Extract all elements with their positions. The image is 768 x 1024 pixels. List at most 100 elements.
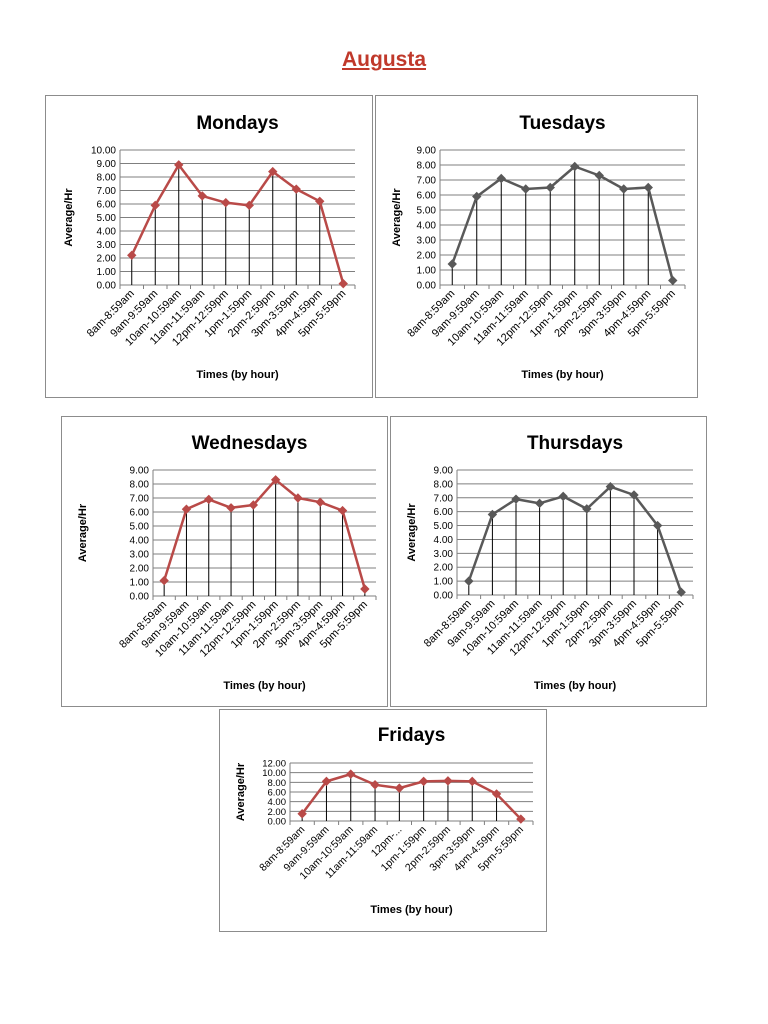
data-point [605, 481, 616, 492]
data-point [321, 776, 332, 787]
line-chart: Thursdays 0.00 1.00 2.00 3.00 4.00 5.00 6.00 7.0… [406, 433, 694, 692]
data-point [594, 170, 604, 181]
y-tick-label: 6.00 [268, 788, 287, 799]
y-tick-label: 1.00 [97, 267, 117, 278]
y-tick-label: 5.00 [417, 206, 437, 217]
data-point [511, 494, 521, 504]
x-axis-label: Times (by hour) [223, 680, 306, 692]
data-point [291, 184, 301, 194]
y-axis-label: Average/Hr [391, 188, 403, 247]
data-point [174, 160, 184, 170]
chart-title: Thursdays [527, 433, 623, 454]
chart-panel-mondays: Mondays 0.00 1.00 2.00 3.00 4.00 5.00 6.00 7.00 8… [45, 95, 373, 398]
y-tick-label: 4.00 [268, 797, 287, 808]
y-tick-label: 4.00 [417, 221, 437, 232]
data-point [676, 587, 686, 597]
data-point [181, 504, 192, 514]
data-point [293, 493, 303, 503]
y-tick-label: 8.00 [268, 778, 287, 789]
series-line [301, 772, 522, 820]
line-chart: Mondays 0.00 1.00 2.00 3.00 4.00 5.00 6.00 7.00 8… [63, 113, 356, 381]
y-tick-label: 8.00 [434, 479, 454, 490]
y-tick-label: 0.00 [130, 592, 150, 603]
y-tick-label: 10.00 [91, 146, 116, 157]
y-tick-label: 0.00 [417, 281, 437, 292]
y-tick-label: 6.00 [130, 508, 150, 519]
page-title: Augusta [342, 48, 426, 71]
y-tick-label: 6.00 [434, 507, 454, 518]
chart-title: Wednesdays [192, 433, 308, 454]
chart-title: Fridays [378, 725, 446, 746]
x-axis-label: Times (by hour) [370, 904, 453, 916]
data-point [570, 161, 580, 172]
y-tick-label: 4.00 [130, 536, 150, 547]
data-point [619, 184, 629, 194]
y-tick-label: 4.00 [434, 535, 454, 546]
data-point [467, 776, 477, 787]
series-line [130, 163, 345, 284]
y-tick-label: 0.00 [268, 817, 287, 828]
y-tick-label: 2.00 [130, 564, 150, 575]
y-axis-label: Average/Hr [77, 503, 89, 562]
line-chart: Fridays0.002.004.006.008.0010.0012.008am… [235, 725, 534, 916]
data-point [346, 769, 356, 779]
chart-title: Mondays [196, 113, 278, 134]
chart-panel-thursdays: Thursdays 0.00 1.00 2.00 3.00 4.00 5.00 6.00 7.0… [390, 416, 707, 707]
data-point [248, 500, 259, 510]
data-point [447, 259, 457, 269]
data-point [127, 250, 137, 261]
y-tick-label: 3.00 [97, 240, 117, 251]
series-line [451, 165, 674, 281]
data-point [226, 503, 236, 513]
y-tick-label: 9.00 [130, 466, 150, 477]
y-tick-label: 0.00 [434, 591, 454, 602]
chart-panel-fridays: Fridays 0.00 2.00 4.00 6.00 8.00 10.00 12.00 8am… [219, 709, 547, 932]
data-point [652, 520, 663, 531]
y-tick-label: 6.00 [97, 200, 117, 211]
y-tick-label: 9.00 [417, 146, 437, 157]
y-tick-label: 2.00 [268, 807, 287, 818]
data-point [516, 814, 526, 824]
data-point [443, 776, 453, 786]
data-point [150, 200, 160, 211]
data-point [315, 497, 325, 507]
data-point [221, 197, 231, 208]
y-tick-label: 3.00 [434, 549, 454, 560]
y-tick-label: 2.00 [417, 251, 437, 262]
y-tick-label: 8.00 [417, 161, 437, 172]
data-point [558, 491, 568, 502]
y-tick-label: 10.00 [262, 768, 286, 779]
data-point [521, 184, 531, 194]
data-point [464, 576, 474, 586]
y-tick-label: 2.00 [434, 563, 454, 574]
data-point [244, 200, 254, 211]
data-point [394, 783, 405, 793]
chart-panel-wednesdays: Wednesdays 0.00 1.00 2.00 3.00 4.00 5.00 6.00 7.… [61, 416, 388, 707]
data-point [582, 504, 592, 514]
data-point [643, 182, 653, 193]
x-axis-label: Times (by hour) [521, 369, 604, 381]
data-point [496, 173, 506, 184]
y-tick-label: 7.00 [97, 186, 117, 197]
y-axis-label: Average/Hr [235, 762, 247, 821]
x-axis-label: Times (by hour) [534, 680, 617, 692]
data-point [159, 575, 169, 586]
y-tick-label: 1.00 [417, 266, 437, 277]
y-tick-label: 4.00 [97, 227, 117, 238]
y-axis-label: Average/Hr [406, 503, 418, 562]
y-tick-label: 6.00 [417, 191, 437, 202]
y-tick-label: 7.00 [434, 493, 454, 504]
y-tick-label: 12.00 [262, 759, 286, 770]
chart-title: Tuesdays [519, 113, 605, 134]
y-tick-label: 5.00 [130, 522, 150, 533]
data-point [491, 789, 502, 799]
y-tick-label: 5.00 [97, 213, 117, 224]
data-point [270, 475, 281, 485]
data-point [545, 182, 555, 193]
x-axis-label: Times (by hour) [196, 369, 279, 381]
y-tick-label: 8.00 [97, 173, 117, 184]
y-tick-label: 3.00 [417, 236, 437, 247]
y-tick-label: 9.00 [97, 159, 117, 170]
y-tick-label: 7.00 [417, 176, 437, 187]
data-point [534, 498, 545, 509]
